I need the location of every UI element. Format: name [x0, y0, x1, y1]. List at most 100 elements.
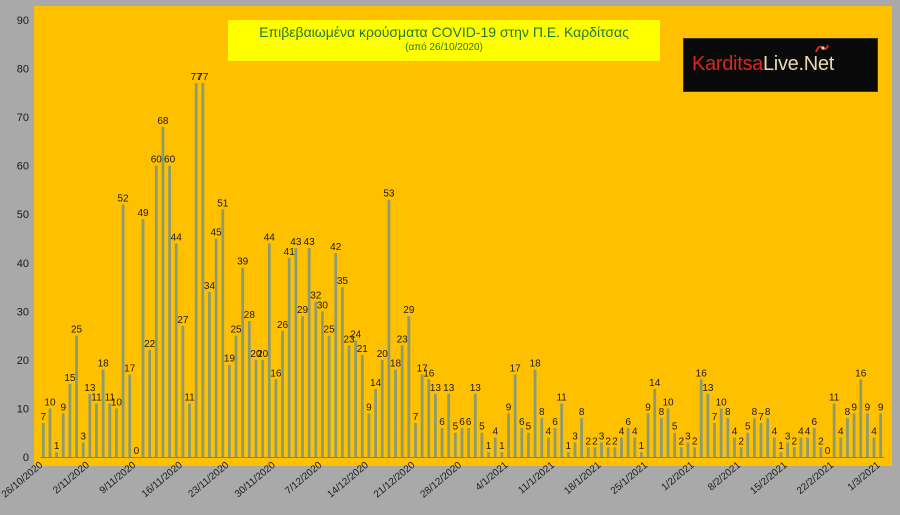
- bar-value-label: 4: [546, 427, 552, 438]
- bar: [188, 403, 191, 457]
- bar-value-label: 4: [619, 427, 625, 438]
- bar-value-label: 2: [818, 436, 824, 447]
- bar-value-label: 10: [716, 397, 728, 408]
- bar-value-label: 9: [851, 402, 857, 413]
- bar: [540, 418, 544, 457]
- y-tick-label: 90: [17, 15, 29, 27]
- bar-value-label: 3: [80, 431, 86, 442]
- bar-value-label: 5: [479, 422, 485, 433]
- bar-value-label: 10: [111, 397, 123, 408]
- y-tick-label: 0: [23, 452, 29, 464]
- bar-value-label: 23: [343, 334, 355, 345]
- bar-value-label: 5: [672, 422, 678, 433]
- bar: [493, 437, 497, 457]
- bar-value-label: 4: [838, 427, 844, 438]
- bar: [41, 423, 45, 457]
- bar-value-label: 27: [177, 315, 189, 326]
- bar-value-label: 5: [453, 422, 459, 433]
- bar-value-label: 1: [54, 441, 60, 452]
- bar-value-label: 6: [519, 417, 525, 428]
- bar: [154, 165, 158, 457]
- y-tick-label: 10: [17, 403, 29, 415]
- bar: [480, 432, 484, 457]
- bar: [600, 442, 603, 457]
- chart-title: Επιβεβαιωμένα κρούσματα COVID-19 στην Π.…: [259, 24, 629, 40]
- bar-value-label: 2: [605, 436, 611, 447]
- bar: [640, 452, 643, 457]
- bar: [686, 442, 690, 457]
- bar-value-label: 23: [397, 334, 409, 345]
- bar-value-label: 32: [310, 291, 322, 302]
- bar: [301, 316, 304, 457]
- bar-value-label: 39: [237, 257, 249, 268]
- bar-value-label: 26: [277, 320, 289, 331]
- bar-value-label: 43: [304, 237, 316, 248]
- bar-value-label: 19: [224, 354, 236, 365]
- bar-value-label: 2: [612, 436, 618, 447]
- bar: [447, 393, 451, 457]
- bar: [414, 423, 417, 457]
- bar-value-label: 1: [566, 441, 572, 452]
- bar: [95, 403, 98, 457]
- bar-value-label: 7: [41, 412, 47, 423]
- bar: [75, 335, 78, 457]
- bar: [101, 369, 105, 457]
- bar-value-label: 7: [758, 412, 764, 423]
- bar-value-label: 13: [84, 383, 96, 394]
- bar: [739, 447, 743, 457]
- bar: [726, 418, 730, 457]
- bar-value-label: 52: [118, 194, 130, 205]
- bar: [427, 379, 431, 457]
- bar: [168, 165, 171, 457]
- logo-mark-icon: [815, 44, 829, 53]
- bar-value-label: 11: [829, 393, 840, 404]
- bar-value-label: 6: [459, 417, 465, 428]
- bar-value-label: 21: [357, 344, 369, 355]
- bar: [228, 364, 231, 457]
- bar: [307, 248, 311, 457]
- bar-value-label: 1: [778, 441, 784, 452]
- bar-value-label: 6: [466, 417, 472, 428]
- bar: [832, 403, 836, 457]
- bar: [287, 257, 291, 457]
- bar-value-label: 60: [151, 155, 163, 166]
- bar: [527, 432, 530, 457]
- bar-value-label: 4: [798, 427, 804, 438]
- bar-value-label: 45: [211, 228, 223, 239]
- bar: [161, 126, 165, 458]
- bar-value-label: 53: [383, 189, 395, 200]
- bar-value-label: 3: [599, 431, 605, 442]
- bar-value-label: 4: [805, 427, 811, 438]
- bar: [553, 427, 557, 457]
- bar-value-label: 16: [423, 368, 435, 379]
- bar: [61, 413, 65, 457]
- bar: [55, 452, 59, 457]
- bar-value-label: 10: [44, 397, 56, 408]
- bar: [281, 330, 284, 457]
- bar: [879, 413, 883, 457]
- bar: [759, 423, 763, 457]
- bar-value-label: 77: [197, 72, 209, 83]
- y-tick-label: 70: [17, 112, 29, 124]
- bar: [573, 442, 577, 457]
- bar-value-label: 9: [366, 402, 372, 413]
- bar: [347, 345, 351, 457]
- y-tick-label: 80: [17, 64, 29, 76]
- bar-value-label: 7: [712, 412, 718, 423]
- bar: [108, 403, 112, 457]
- bar: [88, 393, 92, 457]
- bar-value-label: 9: [865, 402, 871, 413]
- bar-value-label: 3: [785, 431, 791, 442]
- bar-value-label: 42: [330, 242, 342, 253]
- bar: [586, 447, 590, 457]
- bar: [467, 427, 471, 457]
- bar-value-label: 16: [270, 368, 282, 379]
- bar-value-label: 60: [164, 155, 176, 166]
- bar-value-label: 35: [337, 276, 349, 287]
- logo-text: KarditsaLive.Net: [692, 53, 834, 76]
- bar: [394, 369, 397, 457]
- bar: [380, 359, 384, 457]
- bar: [513, 374, 517, 457]
- bar: [141, 219, 145, 457]
- bar-value-label: 25: [324, 325, 336, 336]
